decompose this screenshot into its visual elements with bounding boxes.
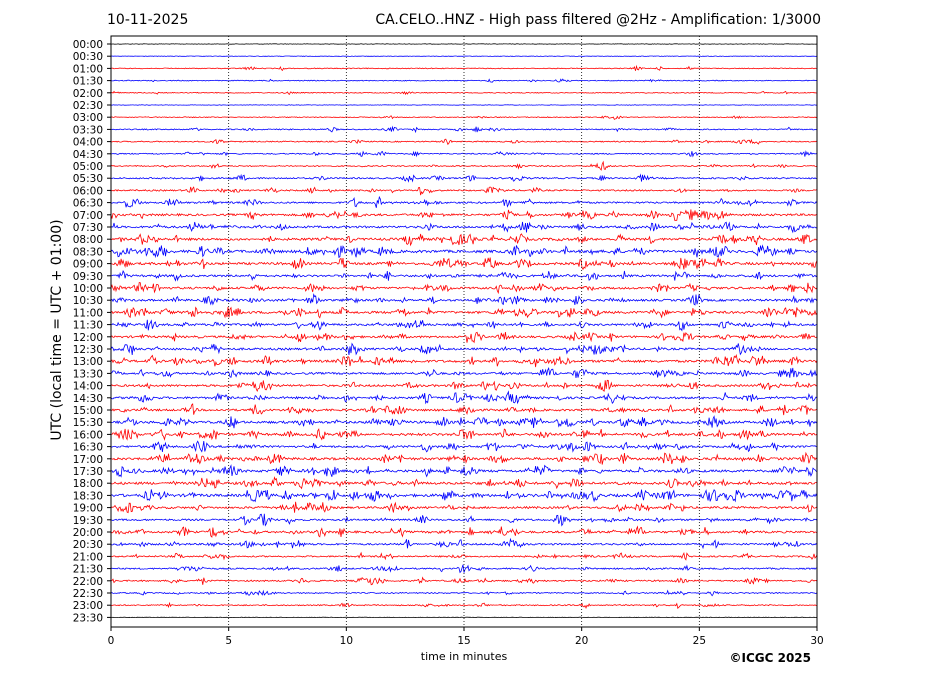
y-tick-label: 23:00	[73, 600, 103, 612]
y-tick-label: 10:00	[73, 283, 103, 295]
y-tick-label: 01:30	[73, 76, 103, 88]
y-tick-label: 09:00	[73, 259, 103, 271]
y-tick-label: 04:30	[73, 149, 103, 161]
copyright-label: ©ICGC 2025	[729, 651, 811, 665]
x-tick-label: 10	[340, 635, 353, 647]
y-tick-label: 18:00	[73, 478, 103, 490]
trace-1500	[110, 403, 818, 416]
trace-0900	[110, 257, 818, 271]
x-tick-label: 25	[693, 635, 706, 647]
trace-0600	[110, 186, 818, 196]
y-tick-label: 21:00	[73, 551, 103, 563]
y-tick-label: 16:30	[73, 442, 103, 454]
y-tick-label: 04:00	[73, 137, 103, 149]
trace-2130	[110, 564, 818, 574]
x-axis-label: time in minutes	[420, 650, 508, 663]
trace-0630	[110, 195, 818, 208]
chart-title: CA.CELO..HNZ - High pass filtered @2Hz -…	[375, 12, 821, 28]
y-tick-label: 19:30	[73, 515, 103, 527]
x-tick-label: 5	[225, 635, 232, 647]
y-tick-label: 08:30	[73, 246, 103, 258]
x-tick-label: 15	[457, 635, 470, 647]
y-tick-label: 22:00	[73, 576, 103, 588]
y-tick-label: 06:30	[73, 198, 103, 210]
y-tick-label: 00:00	[73, 39, 103, 51]
trace-0100	[110, 64, 818, 72]
y-tick-label: 23:30	[73, 612, 103, 624]
trace-2100	[110, 551, 818, 561]
y-tick-label: 15:30	[73, 417, 103, 429]
trace-1230	[110, 342, 818, 356]
y-tick-label: 02:00	[73, 88, 103, 100]
trace-2200	[110, 576, 818, 586]
y-tick-label: 22:30	[73, 588, 103, 600]
y-tick-label: 11:30	[73, 320, 103, 332]
y-tick-label: 17:00	[73, 454, 103, 466]
y-tick-label: 10:30	[73, 295, 103, 307]
trace-0130	[110, 78, 818, 83]
y-tick-label: 18:30	[73, 490, 103, 502]
date-label: 10-11-2025	[107, 12, 189, 28]
y-tick-label: 14:00	[73, 381, 103, 393]
y-tick-label: 13:00	[73, 356, 103, 368]
x-tick-label: 20	[575, 635, 588, 647]
trace-2230	[110, 589, 818, 597]
y-tick-label: 08:00	[73, 234, 103, 246]
y-tick-label: 07:30	[73, 222, 103, 234]
trace-1630	[110, 440, 818, 453]
trace-0930	[110, 269, 818, 282]
y-tick-label: 20:30	[73, 539, 103, 551]
y-tick-label: 03:00	[73, 112, 103, 124]
y-tick-label: 20:00	[73, 527, 103, 539]
y-tick-label: 19:00	[73, 503, 103, 515]
y-tick-label: 12:30	[73, 344, 103, 356]
y-tick-label: 16:00	[73, 429, 103, 441]
y-tick-label: 01:00	[73, 63, 103, 75]
trace-0730	[110, 221, 818, 234]
y-tick-label: 00:30	[73, 51, 103, 63]
y-tick-label: 05:30	[73, 173, 103, 185]
y-tick-label: 14:30	[73, 393, 103, 405]
y-tick-label: 11:00	[73, 307, 103, 319]
trace-2300	[110, 601, 818, 609]
trace-1600	[111, 428, 818, 441]
trace-0700	[110, 209, 818, 221]
y-tick-label: 13:30	[73, 368, 103, 380]
plot-frame	[110, 35, 818, 628]
y-tick-label: 21:30	[73, 564, 103, 576]
y-tick-label: 15:00	[73, 405, 103, 417]
trace-2030	[110, 537, 818, 550]
y-tick-label: 06:00	[73, 185, 103, 197]
y-tick-label: 12:00	[73, 332, 103, 344]
y-tick-label: 09:30	[73, 271, 103, 283]
y-tick-label: 07:00	[73, 210, 103, 222]
y-tick-label: 02:30	[73, 100, 103, 112]
trace-1430	[110, 390, 818, 405]
y-tick-label: 05:00	[73, 161, 103, 173]
x-tick-label: 0	[108, 635, 115, 647]
x-tick-label: 30	[810, 635, 823, 647]
y-tick-label: 03:30	[73, 124, 103, 136]
y-tick-label: 17:30	[73, 466, 103, 478]
